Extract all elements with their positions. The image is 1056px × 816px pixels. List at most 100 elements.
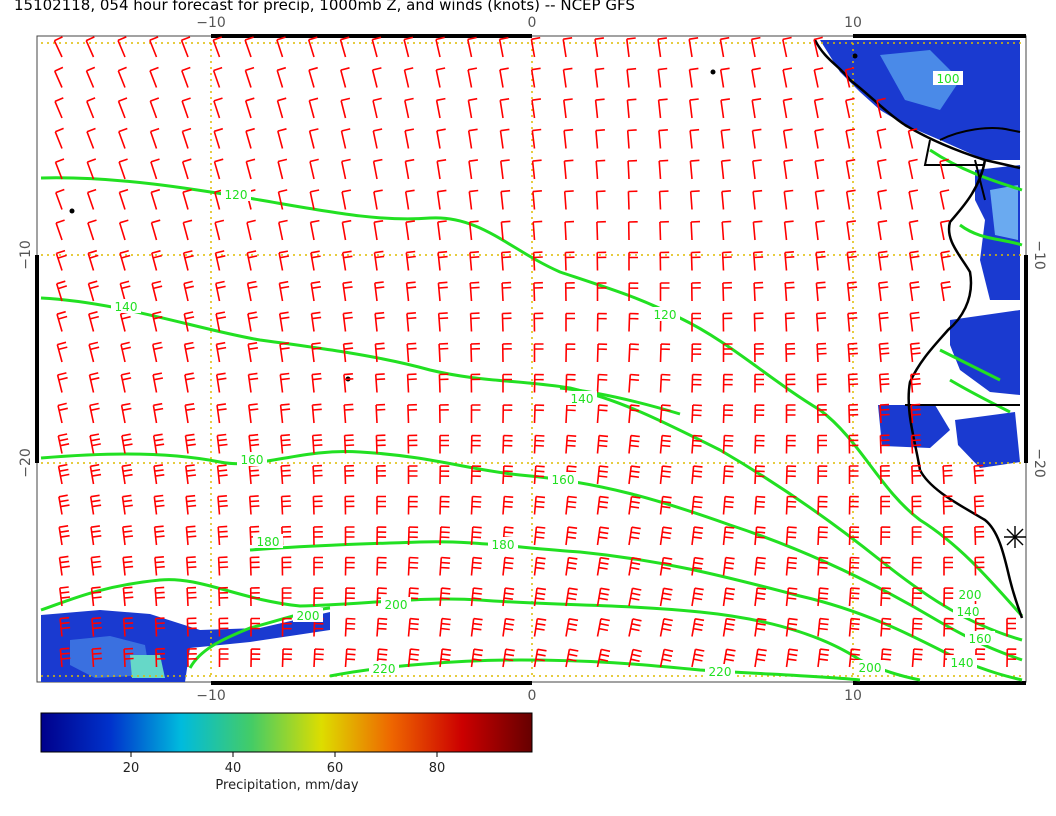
wind-barb [657, 67, 668, 88]
country-border [923, 139, 985, 166]
wind-barb [277, 158, 288, 180]
wind-barb [213, 158, 224, 180]
wind-barb [403, 36, 414, 58]
wind-barb [691, 434, 703, 454]
wind-barb [719, 67, 730, 88]
wind-barb [407, 526, 419, 546]
wind-barb [817, 495, 828, 515]
contour-label: 200 [959, 588, 982, 602]
wind-barb [500, 189, 511, 210]
wind-barb [343, 403, 354, 424]
contour-label: 200 [297, 609, 320, 623]
wind-barb [596, 434, 609, 454]
wind-barb [565, 404, 576, 424]
wind-barb [879, 465, 890, 485]
colorbar-title: Precipitation, mm/day [215, 778, 358, 793]
lat-lon-grid [41, 42, 1022, 677]
contour-label: 140 [957, 605, 980, 619]
wind-barb [877, 250, 889, 271]
wind-barb [470, 342, 481, 363]
wind-barb [815, 250, 826, 271]
precip-area [880, 50, 960, 110]
wind-barb [470, 526, 482, 546]
wind-barb [181, 97, 191, 119]
wind-barb [908, 250, 920, 271]
wind-barb [312, 495, 323, 515]
wind-barb [149, 66, 159, 88]
wind-barb [341, 158, 351, 180]
wind-barb [785, 404, 796, 423]
wind-barb [439, 434, 449, 454]
wind-barb [627, 159, 638, 180]
wind-barb [55, 188, 65, 210]
wind-barb [469, 251, 480, 271]
wind-barb [212, 36, 223, 58]
wind-barb [405, 250, 416, 271]
wind-barb [911, 587, 923, 607]
wind-barb [533, 404, 545, 424]
bottom-tick-lon-10: 10 [844, 688, 862, 704]
wind-barb [848, 648, 861, 668]
wind-barb [183, 341, 195, 363]
wind-barb [594, 37, 605, 58]
wind-barb [689, 128, 700, 149]
wind-barb [942, 495, 953, 515]
wind-barb [626, 98, 637, 119]
island [710, 69, 716, 75]
wind-barb [877, 220, 888, 241]
wind-barb [344, 556, 355, 576]
wind-barb [344, 587, 356, 607]
wind-barb [691, 312, 701, 332]
bottom-tick-lon-minus10: −10 [196, 688, 226, 704]
wind-barb [785, 373, 796, 393]
wind-barb [121, 433, 133, 454]
wind-barb [814, 159, 825, 180]
wind-barb [814, 128, 824, 149]
wind-barb [186, 586, 197, 607]
wind-barb [439, 465, 450, 485]
wind-barb [53, 66, 64, 88]
wind-barb [152, 402, 164, 424]
wind-barb [404, 97, 414, 119]
wind-barb [247, 372, 259, 393]
wind-barb [596, 648, 611, 668]
wind-barb [435, 97, 446, 119]
wind-barb [722, 312, 733, 332]
wind-barb [344, 648, 356, 668]
precip-area [955, 412, 1020, 468]
wind-barb [406, 312, 417, 332]
wind-barb [311, 403, 322, 424]
wind-barb [279, 342, 290, 363]
wind-barb [215, 372, 227, 393]
wind-barb [627, 190, 638, 210]
wind-barb [940, 250, 951, 271]
wind-barb [404, 189, 415, 210]
wind-barb [817, 434, 827, 454]
wind-barb [973, 495, 985, 515]
wind-barb [152, 341, 163, 363]
wind-barb [911, 617, 923, 637]
wind-barbs [53, 36, 1017, 668]
wind-barb [691, 618, 705, 637]
wind-barb [909, 311, 920, 332]
wind-barb [435, 67, 446, 88]
country-border [974, 159, 986, 201]
wind-barb [754, 404, 765, 424]
wind-barb [437, 250, 448, 271]
right-tick-lat-minus20: −20 [1031, 448, 1047, 478]
wind-barb [691, 495, 703, 515]
height-contour-line [40, 450, 1023, 662]
wind-barb [344, 495, 355, 515]
contour-label: 160 [969, 632, 992, 646]
contour-label: 140 [951, 656, 974, 670]
wind-barb [502, 587, 515, 607]
wind-barb [562, 67, 573, 88]
wind-barb [118, 188, 129, 210]
wind-barb [309, 219, 320, 241]
wind-barb [596, 343, 608, 363]
wind-barb [216, 464, 228, 485]
wind-barb [376, 587, 387, 607]
wind-barb [657, 98, 668, 119]
wind-barb [815, 281, 826, 302]
contour-label: 140 [571, 392, 594, 406]
